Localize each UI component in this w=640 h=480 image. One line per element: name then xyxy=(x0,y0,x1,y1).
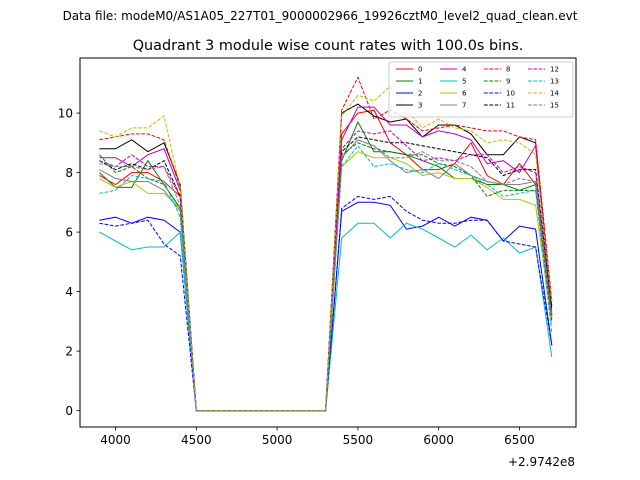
legend-label-5: 5 xyxy=(462,78,466,86)
chart-suptitle: Data file: modeM0/AS1A05_227T01_90000029… xyxy=(63,9,578,23)
x-tick-label: 4000 xyxy=(100,433,131,447)
x-tick-label: 5000 xyxy=(262,433,293,447)
legend-label-10: 10 xyxy=(506,90,515,98)
x-tick-label: 4500 xyxy=(181,433,212,447)
series-line-13 xyxy=(99,144,553,412)
legend-label-7: 7 xyxy=(462,102,466,110)
legend-label-11: 11 xyxy=(506,102,515,110)
plot-frame xyxy=(79,57,577,428)
series-line-11 xyxy=(99,136,553,412)
y-tick-label: 10 xyxy=(58,106,73,120)
legend-label-2: 2 xyxy=(418,90,422,98)
y-tick-label: 0 xyxy=(65,404,73,418)
series-layer xyxy=(99,76,553,412)
chart-title: Quadrant 3 module wise count rates with … xyxy=(133,38,524,54)
y-tick-label: 4 xyxy=(65,285,73,299)
y-tick-label: 8 xyxy=(65,166,73,180)
plot-area xyxy=(79,57,577,428)
legend-label-12: 12 xyxy=(550,66,559,74)
y-axis: 0 2 4 6 8 10 xyxy=(58,106,80,418)
series-line-15 xyxy=(99,139,553,412)
legend-label-13: 13 xyxy=(550,78,559,86)
x-tick-label: 6000 xyxy=(423,433,454,447)
legend-label-6: 6 xyxy=(462,90,467,98)
y-tick-label: 2 xyxy=(65,344,73,358)
legend-label-8: 8 xyxy=(506,66,510,74)
legend-label-14: 14 xyxy=(550,90,559,98)
legend-frame xyxy=(388,61,574,118)
x-tick-label: 6500 xyxy=(504,433,535,447)
x-axis-offset-label: +2.9742e8 xyxy=(508,455,575,469)
x-axis: 4000 4500 5000 5500 6000 6500 xyxy=(100,427,535,447)
legend-label-4: 4 xyxy=(462,66,467,74)
y-tick-label: 6 xyxy=(65,225,73,239)
legend-label-3: 3 xyxy=(418,102,422,110)
series-line-9 xyxy=(99,142,553,412)
legend-label-0: 0 xyxy=(418,66,422,74)
legend-label-15: 15 xyxy=(550,102,559,110)
legend-label-9: 9 xyxy=(506,78,510,86)
legend-label-1: 1 xyxy=(418,78,422,86)
x-tick-label: 5500 xyxy=(343,433,374,447)
